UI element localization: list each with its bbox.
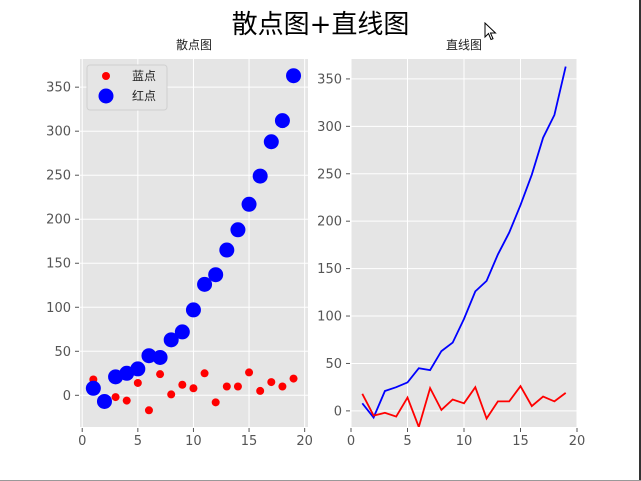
- data-point: [174, 324, 190, 340]
- figure-title: 散点图+直线图: [231, 10, 410, 40]
- y-tick-label: 300: [46, 125, 71, 140]
- data-point: [122, 396, 131, 405]
- legend-label: 蓝点: [132, 69, 156, 83]
- y-tick-label: 50: [325, 357, 342, 372]
- y-tick-label: 0: [334, 404, 342, 419]
- data-point: [263, 134, 279, 150]
- y-tick-label: 100: [317, 310, 342, 325]
- x-tick-label: 15: [512, 434, 529, 449]
- window-edge: [639, 0, 641, 481]
- x-tick-label: 10: [185, 434, 202, 449]
- data-point: [289, 374, 298, 383]
- y-tick-label: 250: [46, 169, 71, 184]
- blue-line: [361, 66, 567, 420]
- data-point: [274, 113, 290, 129]
- data-point: [219, 242, 235, 258]
- data-point: [208, 267, 224, 283]
- data-point: [144, 406, 153, 415]
- data-point: [241, 196, 257, 212]
- data-point: [178, 380, 187, 389]
- y-tick-label: 350: [317, 72, 342, 87]
- y-tick-label: 200: [317, 215, 342, 230]
- y-tick-label: 0: [63, 389, 71, 404]
- data-point: [133, 378, 142, 387]
- data-point: [286, 68, 302, 84]
- data-point: [156, 370, 165, 379]
- line-title: 直线图: [445, 38, 482, 52]
- x-tick-label: 20: [296, 434, 313, 449]
- x-tick-label: 5: [403, 434, 411, 449]
- mouse-cursor-icon: [484, 21, 498, 46]
- data-point: [211, 398, 220, 407]
- y-tick-label: 100: [46, 301, 71, 316]
- x-tick-label: 0: [347, 434, 355, 449]
- data-point: [256, 386, 265, 395]
- data-point: [163, 332, 179, 348]
- x-tick-label: 20: [569, 434, 586, 449]
- data-point: [278, 382, 287, 391]
- data-point: [197, 276, 213, 292]
- y-tick-label: 200: [46, 213, 71, 228]
- legend-marker-icon: [102, 72, 110, 80]
- data-point: [252, 168, 268, 184]
- data-point: [152, 349, 168, 365]
- data-point: [185, 302, 201, 318]
- y-tick-label: 250: [317, 167, 342, 182]
- x-tick-label: 5: [134, 434, 142, 449]
- data-point: [189, 384, 198, 393]
- data-point: [167, 390, 176, 399]
- y-tick-label: 150: [317, 262, 342, 277]
- x-tick-label: 0: [78, 434, 86, 449]
- plot-area: [80, 59, 308, 427]
- scatter-title: 散点图: [175, 38, 212, 52]
- y-tick-label: 150: [46, 257, 71, 272]
- legend-marker-icon: [98, 88, 114, 104]
- y-tick-label: 300: [317, 120, 342, 135]
- data-point: [245, 368, 254, 377]
- data-point: [85, 380, 101, 396]
- legend-label: 红点: [132, 88, 156, 103]
- data-point: [96, 393, 112, 409]
- y-tick-label: 50: [54, 345, 71, 360]
- data-point: [222, 382, 231, 391]
- data-point: [200, 369, 209, 378]
- data-point: [141, 348, 157, 364]
- x-tick-label: 10: [456, 434, 473, 449]
- data-point: [267, 378, 276, 387]
- data-point: [130, 361, 146, 377]
- red-line: [361, 384, 567, 427]
- data-point: [233, 382, 242, 391]
- y-tick-label: 350: [46, 81, 71, 96]
- data-point: [230, 222, 246, 238]
- x-tick-label: 15: [241, 434, 258, 449]
- data-point: [111, 393, 120, 402]
